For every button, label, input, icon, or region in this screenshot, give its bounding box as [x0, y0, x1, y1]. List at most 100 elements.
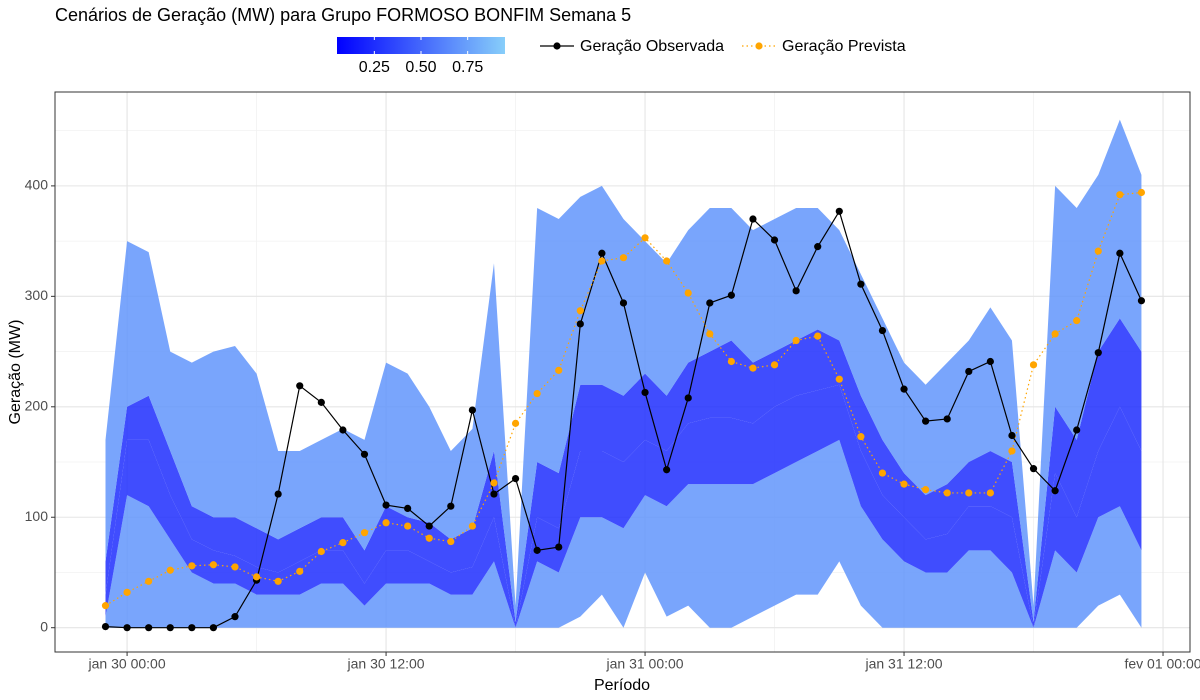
series-point: [943, 415, 951, 423]
y-tick-label: 300: [25, 287, 49, 303]
colorbar-label: 0.75: [452, 59, 483, 76]
series-point: [209, 561, 218, 569]
series-point: [1137, 297, 1146, 305]
y-axis-label: Geração (MW): [7, 320, 24, 425]
series-point: [576, 307, 584, 315]
series-point: [188, 562, 196, 570]
series-point: [188, 624, 196, 632]
series-point: [835, 375, 843, 383]
series-point: [1073, 317, 1081, 325]
series-point: [511, 419, 520, 427]
series-point: [101, 622, 110, 631]
series-point: [360, 529, 369, 537]
series-point: [317, 398, 325, 406]
series-point: [727, 357, 735, 366]
fan-band: [105, 119, 1142, 623]
series-point: [296, 382, 304, 390]
series-point: [922, 486, 930, 494]
series-point: [922, 417, 930, 425]
series-point: [382, 519, 390, 527]
series-point: [1094, 349, 1102, 357]
series-point: [123, 624, 131, 632]
series-point: [1137, 188, 1146, 197]
series-point: [101, 602, 110, 610]
series-point: [619, 254, 628, 262]
series-point: [209, 624, 218, 632]
colorbar-label: 0.50: [405, 59, 436, 76]
fan-band: [105, 318, 1142, 628]
series-point: [145, 624, 153, 632]
series-point: [425, 522, 433, 530]
series-point: [511, 474, 520, 483]
series-point: [1029, 361, 1038, 369]
series-point: [706, 330, 714, 338]
y-tick-label: 400: [25, 177, 49, 193]
series-point: [425, 534, 433, 542]
series-point: [555, 543, 563, 551]
x-tick-label: jan 30 00:00: [88, 656, 166, 672]
series-point: [123, 588, 131, 596]
series-point: [145, 577, 153, 585]
series-point: [835, 207, 843, 215]
series-point: [878, 326, 887, 335]
series-point: [965, 489, 973, 497]
series-point: [986, 489, 994, 497]
series-point: [360, 450, 369, 458]
series-point: [490, 490, 498, 498]
series-point: [533, 389, 541, 398]
series-point: [533, 546, 541, 554]
series-point: [468, 406, 476, 414]
series-point: [943, 489, 951, 497]
x-axis-label: Período: [594, 677, 650, 694]
colorbar-label: 0.25: [359, 59, 390, 76]
chart-title: Cenários de Geração (MW) para Grupo FORM…: [55, 5, 631, 25]
series-point: [1051, 487, 1059, 495]
x-tick-label: jan 31 12:00: [864, 656, 942, 672]
legend-point: [755, 42, 763, 50]
series-point: [274, 490, 282, 498]
series-point: [317, 547, 325, 556]
series-point: [231, 563, 239, 571]
series-point: [749, 364, 757, 372]
series-point: [684, 394, 692, 402]
series-point: [404, 504, 412, 513]
series-point: [770, 361, 779, 369]
x-tick-label: fev 01 00:00: [1124, 656, 1200, 672]
series-point: [231, 613, 239, 621]
series-point: [555, 366, 563, 374]
series-point: [490, 479, 498, 487]
series-point: [447, 537, 455, 546]
series-point: [447, 502, 455, 510]
series-point: [792, 336, 800, 345]
series-point: [619, 299, 628, 307]
panel-border: [54, 91, 1191, 653]
series-point: [965, 367, 973, 376]
colorbar: [337, 37, 505, 54]
series-point: [706, 299, 714, 307]
y-tick-label: 200: [25, 397, 49, 413]
series-point: [404, 522, 412, 530]
series-point: [274, 577, 282, 585]
fan-band: [105, 384, 1142, 628]
series-point: [296, 567, 304, 575]
series-point: [339, 426, 347, 434]
series-point: [468, 522, 476, 530]
series-point: [792, 287, 800, 295]
series-point: [641, 234, 649, 242]
y-tick-label: 0: [40, 618, 48, 634]
legend-point: [553, 42, 561, 50]
series-point: [1051, 330, 1059, 338]
series-point: [1094, 247, 1102, 255]
series-point: [900, 480, 908, 488]
x-tick-label: jan 31 00:00: [606, 656, 684, 672]
series-point: [1116, 249, 1124, 257]
series-point: [663, 466, 671, 474]
series-point: [878, 469, 887, 477]
legend-label: Geração Prevista: [782, 38, 906, 55]
series-point: [684, 289, 692, 297]
series-point: [663, 257, 671, 265]
series-point: [857, 433, 865, 441]
x-tick-label: jan 30 12:00: [347, 656, 425, 672]
series-point: [814, 332, 822, 340]
